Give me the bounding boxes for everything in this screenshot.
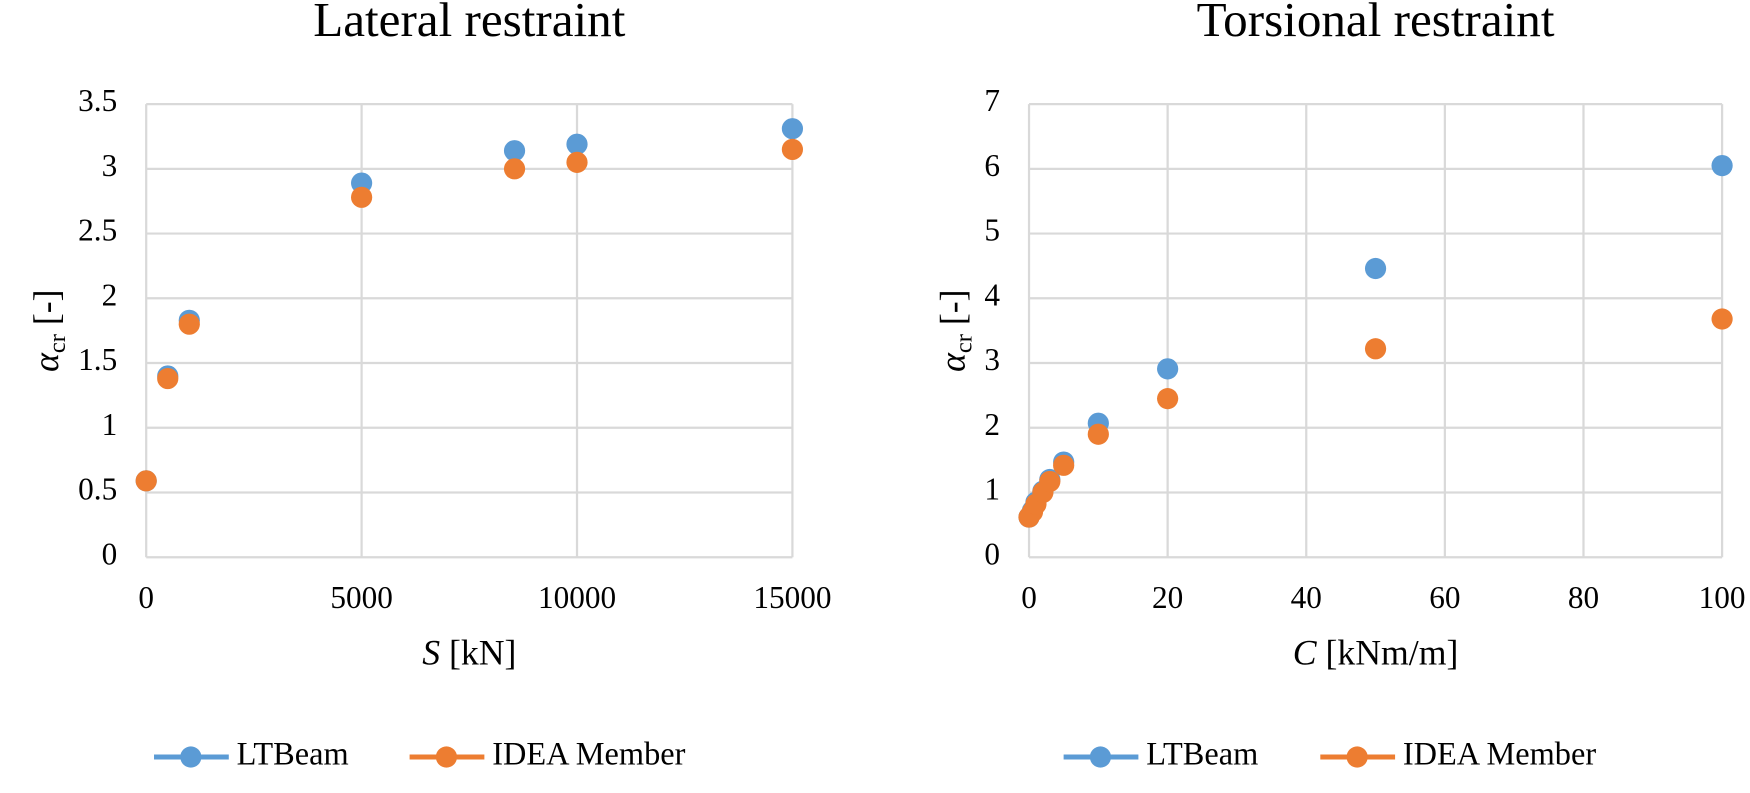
y-axis-title: αcr [-] (933, 289, 977, 371)
x-tick-label: 100 (1699, 580, 1746, 615)
y-tick-label: 0 (102, 536, 118, 571)
x-axis-symbol: C (1293, 633, 1318, 673)
legend-label: IDEA Member (492, 735, 685, 771)
data-point (1364, 338, 1387, 360)
legend-label: IDEA Member (1403, 735, 1596, 771)
data-point (1087, 423, 1109, 445)
x-tick-label: 60 (1429, 580, 1460, 615)
data-point (781, 118, 804, 140)
y-tick-label: 4 (984, 277, 1000, 312)
x-axis-symbol: S (422, 633, 440, 673)
data-point (1711, 154, 1733, 177)
data-point (566, 151, 588, 173)
y-tick-label: 2.5 (78, 213, 117, 248)
data-point (1711, 308, 1733, 330)
y-tick-label: 1 (102, 407, 118, 442)
x-tick-label: 40 (1291, 580, 1322, 615)
data-point (503, 140, 526, 162)
x-tick-label: 80 (1568, 580, 1599, 615)
chart-title: Torsional restraint (1197, 0, 1555, 47)
y-axis-unit: [-] (933, 289, 973, 325)
data-point (503, 158, 526, 180)
x-tick-label: 0 (1021, 580, 1037, 615)
x-tick-label: 20 (1152, 580, 1183, 615)
x-axis-unit: [kN] (449, 633, 516, 673)
y-axis-subscript: cr (950, 334, 977, 353)
data-point (1157, 388, 1179, 410)
y-tick-label: 3.5 (78, 83, 117, 118)
y-tick-label: 0.5 (78, 472, 117, 507)
y-tick-label: 5 (984, 213, 1000, 248)
data-point (351, 186, 373, 208)
data-point (157, 367, 179, 390)
x-tick-label: 10000 (538, 580, 616, 615)
legend-marker (1089, 746, 1112, 768)
x-tick-label: 5000 (330, 580, 393, 615)
y-tick-label: 6 (984, 148, 1000, 183)
y-tick-label: 2 (984, 407, 1000, 442)
x-tick-label: 0 (138, 580, 154, 615)
data-point (781, 138, 804, 161)
y-tick-label: 3 (984, 342, 1000, 377)
chart: Lateral restraint 0 0.5 1 1.5 2 2.5 3 3.5 0 5000 10… (26, 0, 831, 771)
chart-title: Lateral restraint (313, 0, 625, 47)
data-point (1053, 454, 1075, 476)
y-axis-symbol: α (26, 352, 66, 372)
data-point (135, 470, 157, 492)
x-axis-title: S [kN] (422, 633, 516, 673)
y-axis-unit: [-] (26, 289, 66, 325)
data-point (1039, 470, 1061, 493)
data-point (566, 133, 588, 155)
chart: Torsional restraint 0 1 2 3 4 5 6 7 0 20 40 60 80 100 C… (933, 0, 1746, 771)
y-tick-label: 0 (984, 536, 1000, 571)
data-point (178, 313, 200, 335)
y-tick-label: 1.5 (78, 342, 117, 377)
legend-label: LTBeam (237, 735, 349, 771)
legend-marker (180, 746, 202, 768)
y-tick-label: 1 (984, 472, 1000, 507)
y-tick-label: 7 (984, 83, 1000, 118)
y-axis-title: αcr [-] (26, 289, 70, 371)
x-axis-unit: [kNm/m] (1325, 633, 1458, 673)
y-axis-symbol: α (933, 352, 973, 372)
legend-marker (435, 746, 458, 768)
legend-marker (1346, 746, 1368, 768)
y-axis-subscript: cr (44, 334, 71, 353)
data-point (1157, 358, 1179, 380)
x-tick-label: 15000 (753, 580, 831, 615)
y-tick-label: 2 (102, 277, 118, 312)
legend-label: LTBeam (1146, 735, 1258, 771)
data-point (1364, 257, 1387, 280)
y-tick-label: 3 (102, 148, 118, 183)
x-axis-title: C [kNm/m] (1293, 633, 1459, 673)
